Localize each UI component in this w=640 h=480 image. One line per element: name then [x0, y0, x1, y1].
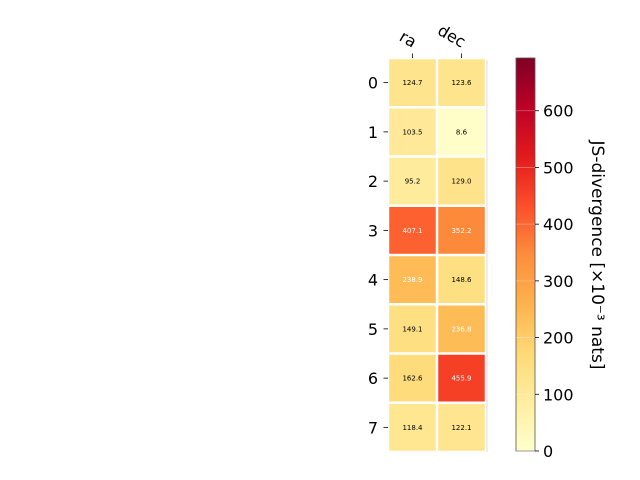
heatmap-cell: [438, 108, 485, 156]
heatmap-cell: [389, 256, 436, 303]
heatmap-cell: [438, 59, 485, 106]
heatmap-cell: [438, 404, 485, 451]
heatmap-plot-area: 124.7 123.6 103.5 8.6 95.2 129.0 407.1 352.2 238…: [368, 21, 488, 452]
cell-value-label: 352.2: [451, 227, 471, 235]
cell-value-label: 8.6: [456, 128, 468, 136]
heatmap-cell: [438, 157, 485, 205]
cell-value-label: 124.7: [402, 79, 422, 87]
x-tick-label: dec: [435, 21, 469, 52]
colorbar-tick-label: 400: [543, 215, 574, 234]
y-tick-label: 4: [368, 271, 378, 290]
y-tick-label: 0: [368, 74, 378, 93]
heatmap-cell: [438, 305, 485, 353]
cell-value-label: 238.9: [402, 276, 422, 284]
cell-value-label: 148.6: [451, 276, 472, 284]
colorbar-tick-label: 200: [543, 329, 574, 348]
colorbar-tick-label: 0: [543, 442, 553, 461]
heatmap-cell: [438, 256, 485, 303]
x-tick-label: ra: [396, 27, 420, 52]
colorbar-tick-label: 300: [543, 272, 574, 291]
heatmap-cell: [389, 207, 436, 254]
cell-value-label: 95.2: [405, 178, 421, 186]
cell-value-label: 236.8: [451, 325, 471, 333]
cell-value-label: 407.1: [402, 227, 422, 235]
y-tick-label: 7: [368, 418, 378, 437]
cell-value-label: 118.4: [402, 424, 423, 432]
colorbar-tick-label: 500: [543, 158, 574, 177]
y-tick-label: 5: [368, 320, 378, 339]
colorbar-tick-label: 600: [543, 102, 574, 121]
y-tick-label: 3: [368, 221, 378, 240]
y-tick-label: 2: [368, 172, 378, 191]
heatmap-cell: [389, 404, 436, 451]
y-tick-label: 1: [368, 123, 378, 142]
cell-value-label: 122.1: [451, 424, 471, 432]
cell-value-label: 455.9: [451, 375, 471, 383]
colorbar-gradient: [515, 57, 536, 452]
colorbar: 0 100 200 300 400 500 600 JS-divergence [×10⁻³ …: [515, 57, 607, 461]
cell-value-label: 162.6: [402, 375, 423, 383]
y-tick-label: 6: [368, 369, 378, 388]
heatmap-cell: [389, 305, 436, 353]
cell-value-label: 129.0: [451, 178, 471, 186]
heatmap-cell: [389, 157, 436, 205]
cell-value-label: 149.1: [402, 325, 422, 333]
heatmap-cell: [389, 354, 436, 402]
heatmap-cell: [438, 207, 485, 254]
cell-value-label: 103.5: [402, 128, 422, 136]
heatmap-cell: [389, 59, 436, 106]
colorbar-tick-label: 100: [543, 385, 574, 404]
colorbar-label: JS-divergence [×10⁻³ nats]: [587, 140, 607, 370]
heatmap-cell: [438, 354, 485, 402]
heatmap-cell: [389, 108, 436, 156]
cell-value-label: 123.6: [451, 79, 472, 87]
